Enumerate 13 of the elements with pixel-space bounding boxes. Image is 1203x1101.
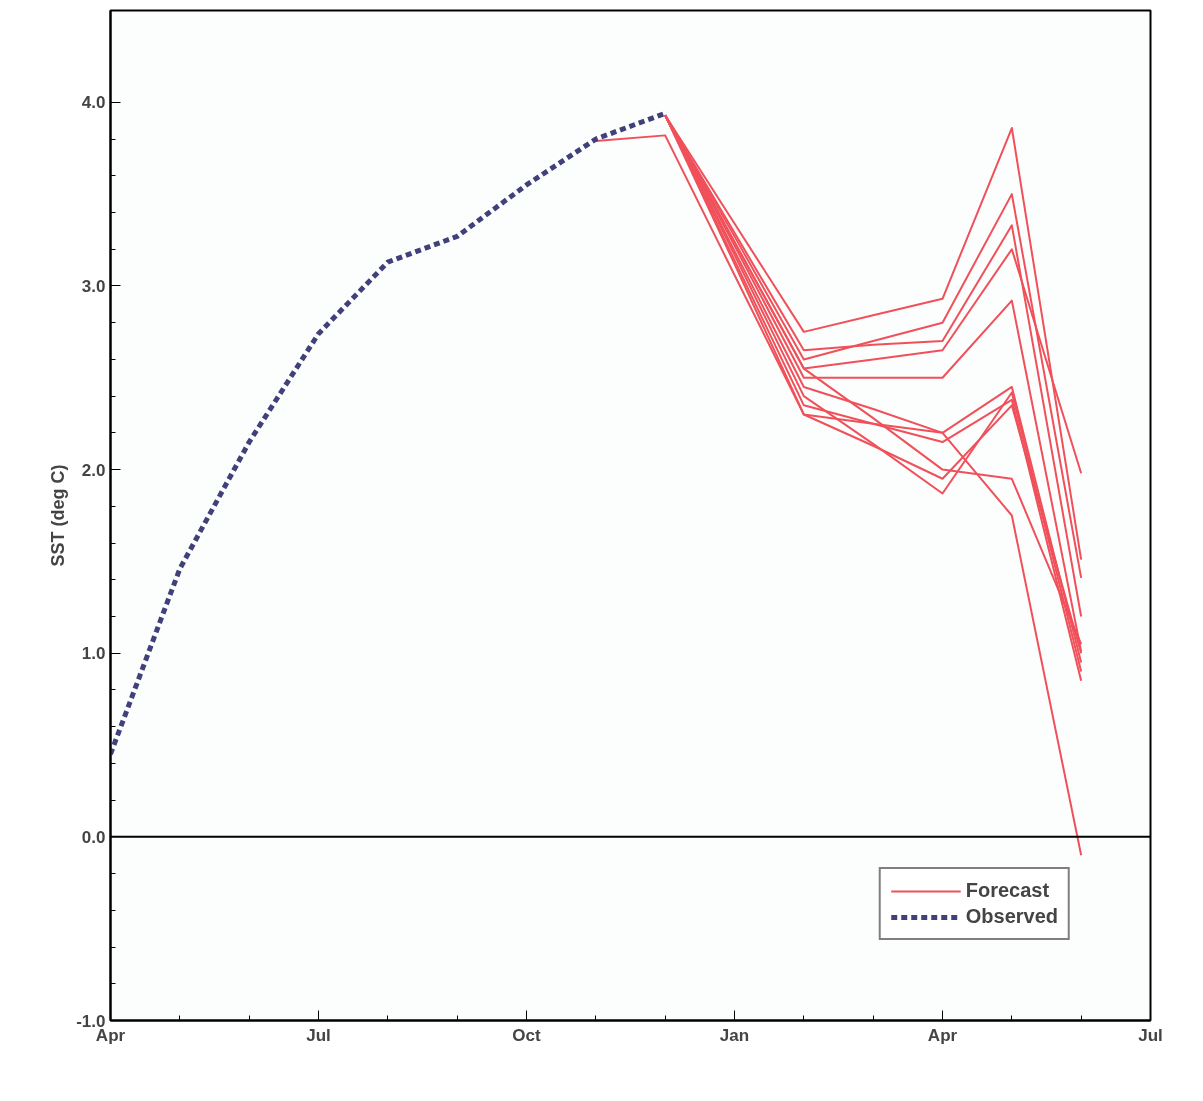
- y-axis-title: SST (deg C): [48, 464, 69, 567]
- y-tick-label: 3.0: [81, 276, 106, 296]
- legend-label: Forecast: [965, 879, 1050, 902]
- x-tick-label: Oct: [512, 1025, 542, 1045]
- y-tick-label: 0.0: [81, 827, 106, 847]
- x-tick-label: Apr: [927, 1025, 958, 1045]
- y-tick-label: 4.0: [81, 93, 106, 113]
- y-tick-label: 1.0: [81, 644, 106, 664]
- y-tick-label: 2.0: [81, 460, 106, 480]
- x-tick-label: Jan: [719, 1025, 750, 1045]
- x-tick-label: Jul: [1138, 1025, 1163, 1045]
- x-tick-label: Jul: [306, 1025, 331, 1045]
- legend-label: Observed: [965, 905, 1058, 928]
